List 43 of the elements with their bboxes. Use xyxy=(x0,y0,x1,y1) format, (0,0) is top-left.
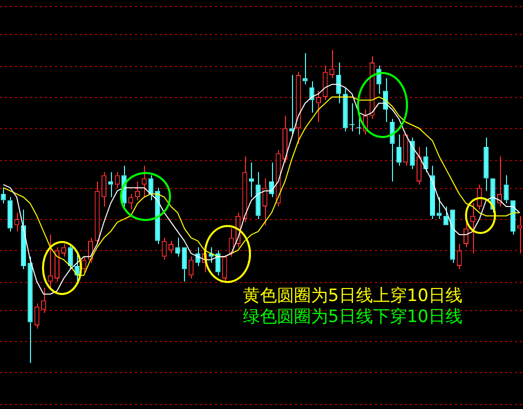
candlestick xyxy=(242,156,248,223)
candlestick xyxy=(456,244,462,270)
candlestick xyxy=(74,252,80,282)
candlestick xyxy=(41,287,46,314)
annotation: 黄色圆圈为5日线上穿10日线 xyxy=(243,286,462,306)
candlestick xyxy=(510,200,516,236)
candlestick xyxy=(28,256,33,364)
candlestick xyxy=(162,237,167,260)
candlestick xyxy=(403,134,408,166)
candlestick xyxy=(228,228,234,258)
candlestick xyxy=(443,206,448,226)
candlestick xyxy=(410,137,415,170)
candlestick xyxy=(188,256,194,279)
candlestick xyxy=(296,71,301,144)
candlestick xyxy=(342,87,348,132)
candlestick xyxy=(416,146,422,186)
candlestick xyxy=(504,174,509,204)
candlestick xyxy=(175,237,180,258)
candlestick xyxy=(182,247,187,282)
candlestick xyxy=(423,146,428,173)
candlestick xyxy=(302,52,308,85)
candlestick xyxy=(101,172,106,207)
annotation: 绿色圆圈为5日线下穿10日线 xyxy=(243,307,462,327)
candlestick xyxy=(215,250,220,276)
candlestick xyxy=(390,118,395,182)
candlestick xyxy=(262,178,268,226)
candlestick xyxy=(396,134,402,166)
candlestick xyxy=(94,180,100,245)
candlestick xyxy=(463,222,469,248)
candlestick xyxy=(148,174,154,201)
candlestick xyxy=(336,62,342,104)
candlestick xyxy=(8,196,13,232)
candlestick xyxy=(34,303,40,330)
candlestick xyxy=(282,115,288,164)
candlestick xyxy=(114,172,120,188)
candlestick xyxy=(430,165,435,220)
candlestick xyxy=(20,209,26,270)
candlestick xyxy=(484,137,489,192)
candlestick xyxy=(0,187,6,204)
candlestick xyxy=(450,210,456,264)
candlestick xyxy=(322,65,328,101)
candlestick xyxy=(256,172,261,220)
candlestick xyxy=(54,246,60,282)
